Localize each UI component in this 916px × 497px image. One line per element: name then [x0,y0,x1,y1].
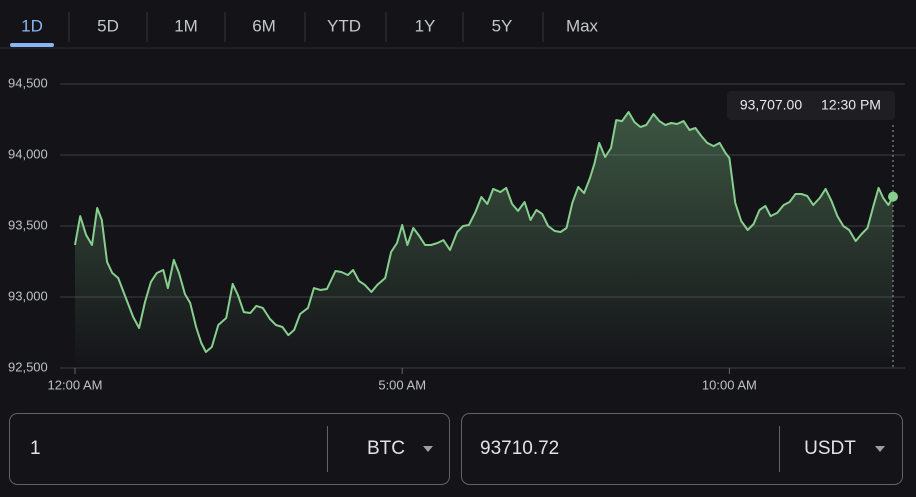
tab-bar: 1D 5D 1M 6M YTD 1Y 5Y Max [10,12,599,47]
tooltip-value: 93,707.00 [740,97,802,113]
y-tick-label: 94,500 [8,75,48,90]
price-line [74,111,894,353]
y-tick-label: 93,500 [8,217,48,232]
x-tick-label: 10:00 AM [702,377,757,392]
y-tick-label: 92,500 [8,359,48,374]
x-tick-label: 12:00 AM [48,377,103,392]
dropdown-arrow[interactable] [875,446,885,452]
plot: 92,500 93,000 93,500 94,000 94,500 12:00 AM 5:… [8,75,905,392]
x-tick-label: 5:00 AM [378,377,426,392]
tooltip-box [727,91,895,120]
from-currency[interactable]: BTC [367,438,405,459]
tab[interactable]: YTD [327,16,361,35]
tab[interactable]: 1M [174,16,198,35]
to-amount[interactable]: 93710.72 [480,438,559,459]
dropdown-arrow[interactable] [423,446,433,452]
from-amount[interactable]: 1 [30,438,41,459]
tab[interactable]: 5Y [492,16,513,35]
from-box[interactable] [9,413,450,485]
tab[interactable]: 5D [97,16,119,35]
y-tick-label: 93,000 [8,288,48,303]
tab[interactable]: 1Y [415,16,436,35]
tab[interactable]: Max [566,16,599,35]
tab[interactable]: 1D [21,16,43,35]
tooltip-time: 12:30 PM [821,97,881,113]
tab-indicator [10,43,54,47]
area [75,112,893,368]
to-currency[interactable]: USDT [804,438,856,459]
y-tick-label: 94,000 [8,146,48,161]
to-box[interactable] [461,413,903,485]
tab[interactable]: 6M [252,16,276,35]
hover-point [888,191,898,202]
